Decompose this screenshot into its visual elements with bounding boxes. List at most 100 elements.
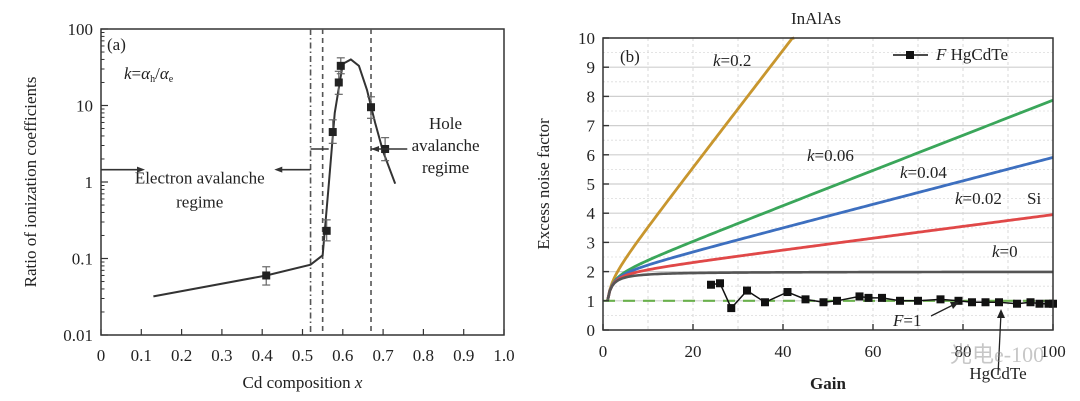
label-k006-var: k bbox=[807, 146, 815, 165]
legend-label: F HgCdTe bbox=[935, 45, 1008, 64]
x-tick-label: 0 bbox=[97, 346, 106, 365]
f1-arrow-head-icon bbox=[950, 302, 959, 309]
hgcdte-point bbox=[936, 295, 945, 304]
curve-k-0-02 bbox=[606, 213, 1054, 302]
label-k004: k=0.04 bbox=[900, 163, 947, 182]
formula-sub-e: e bbox=[169, 74, 174, 85]
curve-k-0 bbox=[606, 270, 1054, 302]
arrow-left-icon bbox=[274, 166, 283, 173]
y-axis-title-a: Ratio of ionization coefficients bbox=[21, 77, 40, 288]
label-k0-value: =0 bbox=[1000, 242, 1018, 261]
x-tick-label: 60 bbox=[865, 342, 882, 361]
hgcdte-point bbox=[995, 298, 1003, 307]
y-tick-label: 3 bbox=[587, 233, 596, 252]
x-tick-label: 80 bbox=[955, 342, 972, 361]
hgcdte-point bbox=[761, 298, 769, 307]
label-hgcdte: HgCdTe bbox=[969, 364, 1026, 383]
watermark: 光电e-100 bbox=[950, 342, 1044, 367]
label-k004-value: =0.04 bbox=[908, 163, 948, 182]
arrow-right-icon bbox=[137, 166, 145, 173]
y-axis-title-b: Excess noise factor bbox=[534, 118, 553, 250]
hgcdte-point bbox=[1026, 298, 1035, 307]
x-tick-label: 1.0 bbox=[493, 346, 514, 365]
panel-b: 0 1 2 3 4 5 6 7 8 9 10 0 20 40 60 80 100 InAlAs (b) Gai… bbox=[534, 9, 1066, 393]
hgcdte-point bbox=[783, 288, 792, 297]
data-point bbox=[367, 103, 376, 112]
y-tick-label: 10 bbox=[76, 97, 93, 116]
label-f1-var: F bbox=[892, 311, 904, 330]
x-tick-label: 20 bbox=[685, 342, 702, 361]
grid-b bbox=[603, 37, 1053, 331]
y-tick-label: 1 bbox=[85, 173, 94, 192]
label-si: Si bbox=[1027, 189, 1041, 208]
data-point bbox=[262, 271, 271, 280]
x-tick-label: 0.2 bbox=[171, 346, 192, 365]
x-tick-label: 0.6 bbox=[332, 346, 353, 365]
x-tick-label: 0.1 bbox=[131, 346, 152, 365]
legend-marker-icon bbox=[906, 51, 914, 59]
hgcdte-point bbox=[743, 286, 751, 295]
formula-sub-h: h bbox=[150, 74, 155, 85]
formula-alpha-h: α bbox=[141, 64, 151, 83]
y-tick-label: 2 bbox=[587, 263, 596, 282]
label-k02-value: =0.2 bbox=[721, 51, 752, 70]
panel-label-b: (b) bbox=[620, 47, 640, 66]
series-b bbox=[603, 36, 1057, 313]
x-tick-label: 0.9 bbox=[453, 346, 474, 365]
formula-k: k bbox=[124, 64, 132, 83]
formula-label: k=αh/αe bbox=[124, 64, 174, 85]
hgcdte-point bbox=[1013, 299, 1021, 308]
arrow-left-icon bbox=[371, 146, 380, 153]
data-point bbox=[336, 61, 345, 70]
data-point bbox=[322, 226, 331, 235]
hole-regime-label: avalanche bbox=[412, 136, 480, 155]
formula-eq: = bbox=[132, 64, 142, 83]
hgcdte-point bbox=[954, 296, 963, 305]
y-tick-label: 100 bbox=[68, 20, 94, 39]
x-tick-label: 0.3 bbox=[211, 346, 232, 365]
hgcdte-point bbox=[716, 279, 724, 288]
y-tick-label: 0 bbox=[587, 321, 596, 340]
hgcdte-arrow-head-icon bbox=[997, 309, 1005, 318]
y-tick-label: 4 bbox=[587, 204, 596, 223]
x-axis-title-var: x bbox=[354, 373, 363, 392]
y-tick-label: 8 bbox=[587, 87, 596, 106]
hgcdte-point bbox=[819, 298, 828, 307]
regime-annotations: Electron avalanche regime Hole avalanche reg… bbox=[101, 114, 480, 212]
curve-k-0-06 bbox=[606, 98, 1054, 302]
label-k004-var: k bbox=[900, 163, 908, 182]
label-k002-value: =0.02 bbox=[963, 189, 1002, 208]
x-axis-title-a: Cd composition x bbox=[243, 373, 363, 392]
y-tick-label: 7 bbox=[587, 117, 596, 136]
hgcdte-point bbox=[855, 292, 864, 301]
x-axis-title-b: Gain bbox=[810, 374, 846, 393]
y-tick-label: 0.01 bbox=[63, 326, 93, 345]
data-point bbox=[328, 128, 337, 137]
y-tick-label: 0.1 bbox=[72, 250, 93, 269]
y-tick-label: 6 bbox=[587, 146, 596, 165]
y-axis-a: 0.01 0.1 1 10 100 bbox=[63, 20, 108, 345]
curve-k-0-04 bbox=[606, 156, 1054, 302]
hole-regime-label: regime bbox=[422, 158, 469, 177]
hgcdte-point bbox=[1044, 299, 1053, 308]
label-f1: F=1 bbox=[892, 311, 921, 330]
y-tick-label: 9 bbox=[587, 58, 596, 77]
legend-var: F bbox=[935, 45, 951, 64]
legend-text: HgCdTe bbox=[951, 45, 1008, 64]
hgcdte-point bbox=[727, 304, 736, 313]
x-tick-label: 0.7 bbox=[372, 346, 394, 365]
hole-regime-label: Hole bbox=[429, 114, 462, 133]
hgcdte-point bbox=[707, 280, 715, 289]
curve-k-0-2 bbox=[606, 36, 795, 302]
label-k02-var: k bbox=[713, 51, 721, 70]
label-f1-value: =1 bbox=[903, 311, 921, 330]
x-axis-b: 0 20 40 60 80 100 bbox=[599, 324, 1066, 361]
x-tick-label: 0.4 bbox=[252, 346, 274, 365]
formula-slash: / bbox=[155, 64, 160, 83]
x-axis-a: 0 0.1 0.2 0.3 0.4 0.5 0.6 0.7 0.8 0.9 1.0 bbox=[97, 329, 515, 365]
x-tick-label: 100 bbox=[1040, 342, 1066, 361]
label-k006: k=0.06 bbox=[807, 146, 854, 165]
